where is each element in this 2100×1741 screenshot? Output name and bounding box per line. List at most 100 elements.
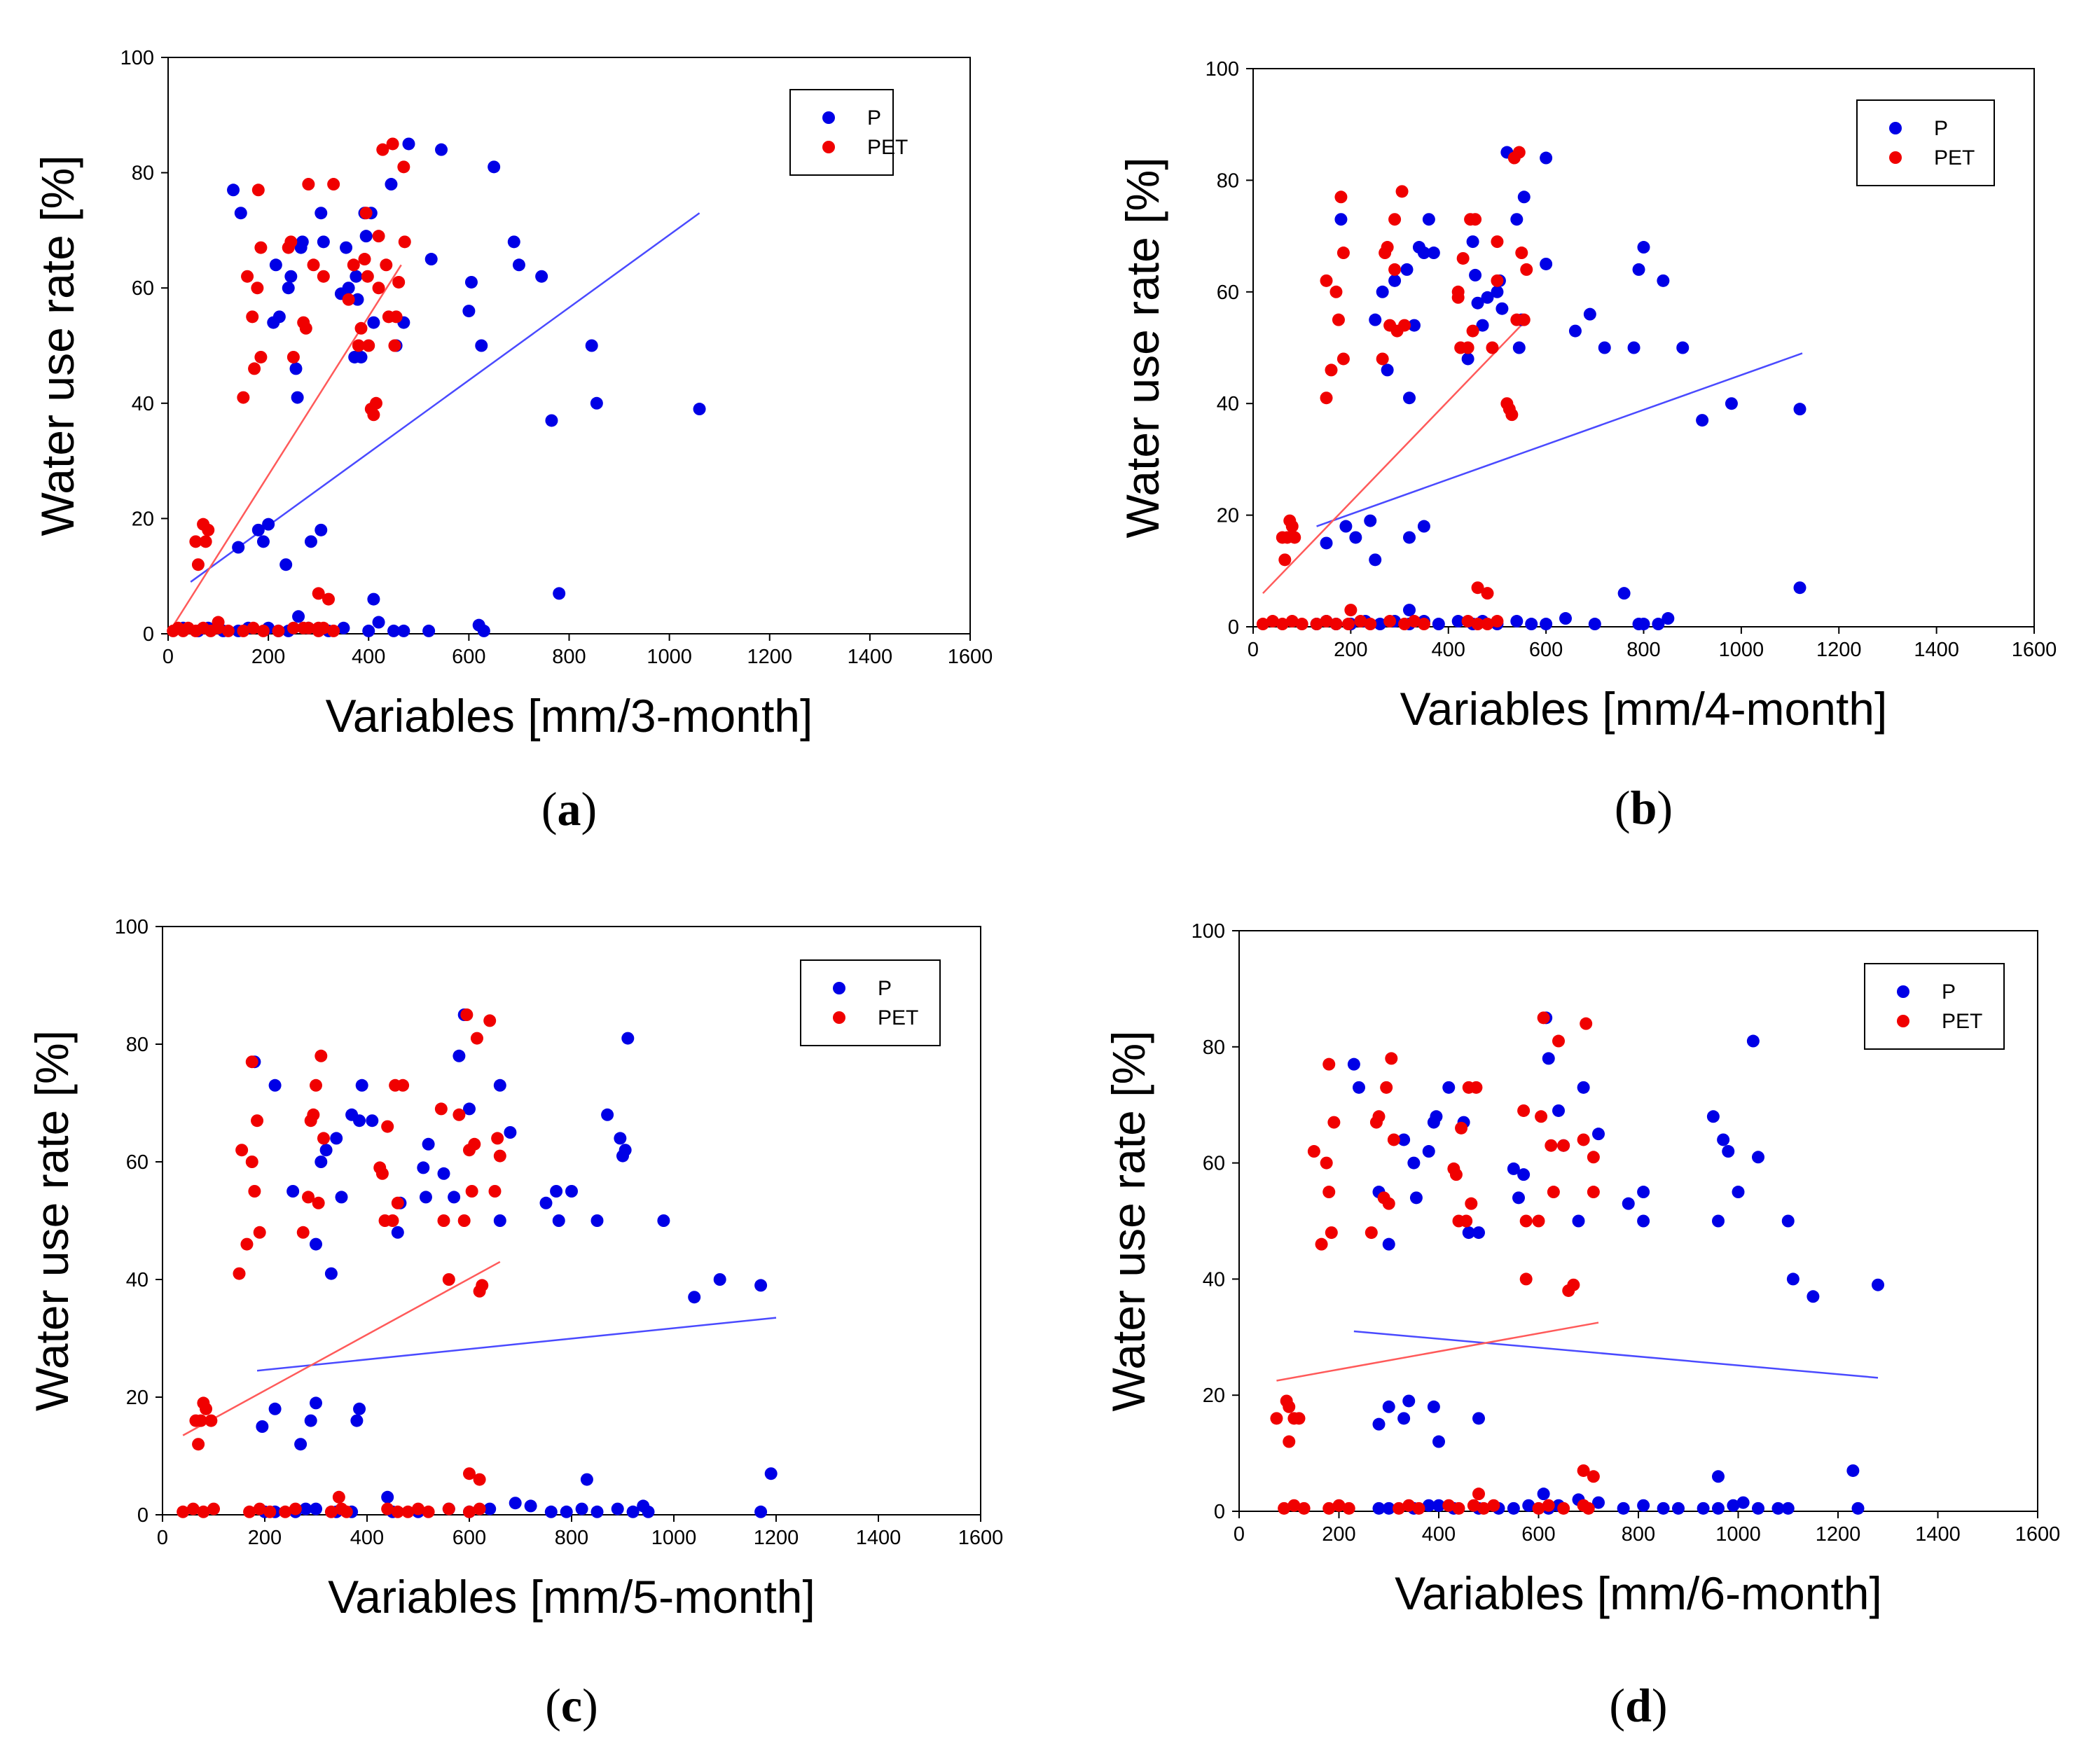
point-p: [1592, 1128, 1605, 1141]
point-pet: [233, 1267, 246, 1280]
point-pet: [1365, 1226, 1378, 1240]
point-p: [464, 275, 478, 289]
point-pet: [397, 160, 410, 174]
point-pet: [1256, 618, 1269, 631]
point-p: [764, 1467, 778, 1480]
point-pet: [470, 1032, 483, 1045]
point-pet: [442, 1273, 455, 1286]
x-axis-title: Variables [mm/4-month]: [1400, 683, 1888, 735]
point-p: [397, 624, 410, 637]
point-pet: [1395, 185, 1409, 198]
point-p: [693, 403, 706, 416]
scatter-plot-a: 0 200 400 600 800 1000 1200 1400 1600 0 20 40 60 80 10…: [32, 47, 993, 835]
point-pet: [1481, 618, 1494, 631]
point-p: [590, 396, 603, 410]
point-p: [560, 1505, 573, 1518]
point-pet: [1325, 363, 1338, 377]
point-p: [289, 362, 303, 375]
point-pet: [1517, 1104, 1531, 1117]
point-pet: [1344, 604, 1358, 617]
y-axis-title: Water use rate [%]: [1117, 157, 1168, 538]
point-pet: [245, 1156, 258, 1168]
point-p: [1559, 612, 1572, 625]
x-axis-title: Variables [mm/6-month]: [1395, 1567, 1882, 1619]
point-p: [286, 1185, 300, 1198]
point-p: [1495, 302, 1509, 315]
y-tick-label: 60: [1203, 1153, 1225, 1175]
point-pet: [1320, 274, 1333, 287]
point-pet: [347, 258, 360, 272]
legend-label-p: P: [1934, 117, 1948, 140]
x-tick-label: 200: [1334, 639, 1367, 661]
point-p: [462, 305, 476, 318]
point-p: [1422, 1499, 1435, 1512]
point-p: [1807, 1290, 1820, 1303]
x-tick-label: 1200: [1816, 1523, 1861, 1546]
point-p: [372, 616, 385, 629]
point-p: [1627, 341, 1640, 354]
point-p: [381, 1490, 394, 1504]
point-pet: [1532, 1501, 1545, 1515]
point-p: [1517, 1168, 1531, 1181]
point-p: [1771, 1501, 1785, 1515]
point-p: [335, 1191, 348, 1204]
point-pet: [302, 1191, 315, 1204]
point-pet: [1382, 1197, 1395, 1210]
point-pet: [386, 137, 399, 151]
point-pet: [317, 1132, 330, 1145]
legend-marker-p: [1897, 985, 1909, 998]
point-p: [234, 207, 247, 220]
point-pet: [1336, 352, 1350, 366]
point-pet: [1407, 615, 1421, 628]
point-p: [535, 270, 548, 283]
point-pet: [192, 1438, 205, 1451]
point-p: [1522, 1499, 1535, 1512]
point-p: [1432, 618, 1445, 631]
point-pet: [202, 523, 215, 536]
point-p: [340, 241, 353, 254]
point-pet: [342, 293, 355, 306]
point-pet: [1557, 1139, 1570, 1152]
point-pet: [243, 1505, 256, 1518]
point-p: [355, 1078, 368, 1092]
point-pet: [1329, 285, 1343, 298]
point-pet: [1577, 1133, 1590, 1146]
point-p: [1652, 618, 1665, 631]
point-p: [1507, 1162, 1520, 1175]
point-pet: [493, 1149, 506, 1163]
point-pet: [463, 1505, 476, 1518]
point-p: [601, 1108, 614, 1121]
point-pet: [354, 321, 368, 335]
point-p: [330, 1132, 343, 1145]
point-pet: [388, 339, 401, 352]
point-p: [1540, 151, 1553, 165]
point-pet: [362, 339, 375, 352]
point-p: [565, 1185, 578, 1198]
point-p: [1725, 397, 1738, 410]
point-p: [437, 1167, 450, 1180]
point-p: [282, 282, 295, 295]
point-pet: [1322, 1501, 1336, 1515]
point-pet: [221, 624, 235, 637]
panel-caption: (a): [541, 782, 597, 835]
x-tick-label: 1200: [754, 1527, 799, 1549]
y-tick-label: 80: [1217, 169, 1239, 192]
point-pet: [279, 1505, 292, 1518]
y-tick-label: 60: [1217, 282, 1239, 304]
caption-close-paren: ): [1652, 1679, 1668, 1732]
point-pet: [1532, 1214, 1545, 1228]
point-p: [1372, 1417, 1386, 1431]
point-p: [279, 558, 293, 571]
point-p: [1657, 1501, 1670, 1515]
point-pet: [1292, 1412, 1306, 1425]
y-tick-label: 80: [1203, 1036, 1225, 1059]
y-axis-title: Water use rate [%]: [32, 155, 83, 536]
point-pet: [324, 1505, 338, 1518]
point-pet: [1542, 1499, 1555, 1512]
point-p: [1400, 263, 1414, 276]
caption-open-paren: (: [1615, 781, 1631, 834]
point-p: [262, 518, 275, 531]
point-p: [268, 1402, 282, 1415]
x-tick-label: 200: [248, 1527, 282, 1549]
point-pet: [1278, 553, 1292, 567]
